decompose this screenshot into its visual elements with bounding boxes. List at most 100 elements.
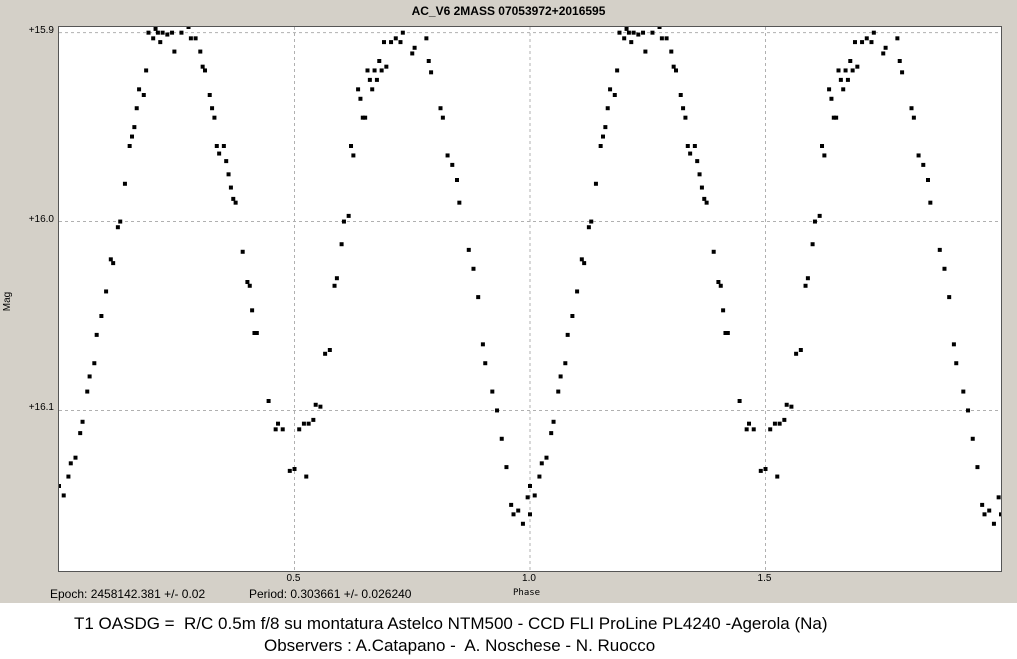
data-point bbox=[805, 276, 810, 281]
data-point bbox=[586, 225, 591, 230]
data-point bbox=[92, 361, 97, 366]
data-point bbox=[626, 30, 631, 35]
data-point bbox=[629, 40, 634, 45]
data-point bbox=[304, 474, 309, 479]
data-point bbox=[575, 289, 580, 294]
data-point bbox=[544, 455, 549, 460]
data-point bbox=[454, 178, 459, 182]
chart-title: AC_V6 2MASS 07053972+2016595 bbox=[411, 4, 606, 18]
data-point bbox=[695, 159, 700, 164]
data-point bbox=[516, 508, 521, 513]
data-point bbox=[871, 30, 876, 35]
data-point bbox=[250, 308, 255, 313]
data-point bbox=[636, 32, 641, 37]
data-point bbox=[794, 351, 799, 356]
data-point bbox=[975, 465, 980, 470]
data-point bbox=[980, 502, 985, 507]
data-point bbox=[440, 115, 445, 120]
data-point bbox=[193, 36, 198, 41]
data-point bbox=[961, 389, 966, 394]
data-point bbox=[127, 144, 132, 148]
y-tick-label: +15.9 bbox=[28, 24, 54, 36]
data-point bbox=[539, 461, 544, 466]
data-point bbox=[188, 36, 193, 41]
data-point bbox=[466, 247, 471, 252]
data-point bbox=[94, 332, 99, 337]
data-point bbox=[381, 40, 386, 45]
data-point bbox=[688, 151, 693, 156]
data-point bbox=[186, 27, 191, 29]
data-point bbox=[855, 64, 860, 69]
data-point bbox=[346, 213, 351, 218]
data-point bbox=[118, 219, 123, 224]
data-point bbox=[631, 30, 636, 35]
data-point bbox=[87, 374, 92, 379]
data-point bbox=[751, 427, 756, 432]
data-point bbox=[951, 342, 956, 347]
data-point bbox=[327, 348, 332, 352]
data-point bbox=[233, 200, 238, 205]
data-point bbox=[532, 493, 537, 498]
data-point bbox=[73, 455, 78, 460]
data-point bbox=[725, 331, 730, 335]
data-point bbox=[495, 408, 500, 413]
data-point bbox=[831, 115, 836, 120]
data-point bbox=[210, 106, 215, 111]
data-point bbox=[231, 196, 236, 201]
data-point bbox=[153, 27, 158, 31]
data-point bbox=[612, 93, 617, 97]
x-tick-label: 1.5 bbox=[757, 573, 772, 584]
data-point bbox=[528, 512, 532, 517]
data-points bbox=[59, 27, 1001, 526]
data-point bbox=[311, 417, 316, 422]
data-point bbox=[104, 289, 109, 294]
data-point bbox=[829, 96, 834, 101]
data-point bbox=[775, 474, 780, 479]
data-point bbox=[702, 196, 707, 201]
data-point bbox=[947, 295, 952, 300]
chart-canvas bbox=[59, 27, 1001, 571]
data-point bbox=[615, 68, 620, 73]
data-point bbox=[598, 144, 603, 148]
data-point bbox=[384, 64, 389, 69]
data-point bbox=[398, 40, 403, 45]
data-point bbox=[525, 495, 530, 500]
data-point bbox=[685, 144, 690, 148]
data-point bbox=[721, 308, 726, 313]
data-point bbox=[551, 419, 556, 424]
data-point bbox=[80, 419, 85, 424]
data-point bbox=[674, 68, 679, 73]
data-point bbox=[641, 30, 646, 35]
data-point bbox=[214, 144, 219, 148]
data-point bbox=[758, 468, 763, 473]
data-point bbox=[207, 93, 212, 97]
data-point bbox=[537, 474, 542, 479]
data-point bbox=[852, 40, 857, 45]
data-point bbox=[306, 421, 311, 426]
data-point bbox=[789, 404, 794, 409]
data-point bbox=[377, 59, 382, 63]
data-point bbox=[681, 106, 686, 111]
data-point bbox=[911, 115, 916, 120]
data-point bbox=[954, 361, 959, 366]
data-point bbox=[744, 427, 749, 432]
data-point bbox=[763, 467, 768, 471]
data-point bbox=[134, 106, 139, 111]
data-point bbox=[657, 27, 662, 29]
data-point bbox=[240, 249, 245, 254]
data-point bbox=[504, 465, 509, 470]
data-point bbox=[217, 151, 222, 156]
data-point bbox=[699, 185, 704, 190]
y-axis-label: Mag bbox=[2, 291, 14, 312]
data-point bbox=[718, 283, 723, 288]
data-point bbox=[379, 68, 384, 73]
data-point bbox=[909, 106, 914, 111]
credits-panel bbox=[0, 603, 1017, 659]
data-point bbox=[254, 331, 259, 335]
data-point bbox=[363, 115, 368, 120]
data-point bbox=[916, 153, 921, 158]
data-point bbox=[810, 242, 815, 247]
data-point bbox=[565, 332, 570, 337]
data-point bbox=[212, 115, 217, 120]
data-point bbox=[883, 45, 888, 50]
